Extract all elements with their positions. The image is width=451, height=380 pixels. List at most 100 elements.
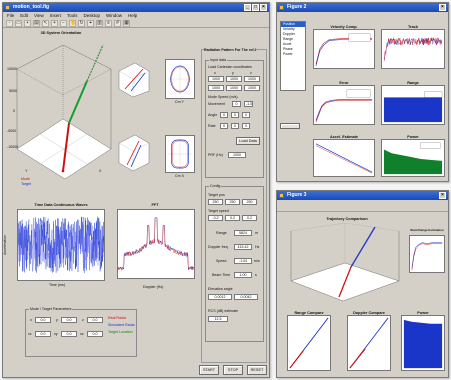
- menu-window[interactable]: Window: [106, 13, 123, 18]
- target-speed-label: Target speed: [208, 209, 229, 213]
- figure-2-menubar: [277, 12, 448, 17]
- param-input-vx[interactable]: 0.0: [35, 331, 51, 337]
- menu-view[interactable]: View: [34, 13, 44, 18]
- figure-2-titlebar[interactable]: Figure 2 ×: [277, 3, 448, 12]
- menu-desktop[interactable]: Desktop: [83, 13, 101, 18]
- fig2-plot-error[interactable]: Error: [313, 81, 375, 125]
- fig2-plot-velocity[interactable]: Velocity Comp.: [313, 25, 375, 69]
- target-pos-x[interactable]: 250: [208, 199, 223, 205]
- start-button[interactable]: START: [199, 365, 219, 375]
- plot-rear-view[interactable]: [165, 135, 195, 173]
- angle-input-3[interactable]: 0: [242, 112, 250, 118]
- plot-3d-canvas: [16, 44, 112, 180]
- fft-trace-blue: [118, 217, 194, 271]
- param-input-x[interactable]: 0.0: [35, 317, 51, 323]
- fig2-plot-range[interactable]: Range: [381, 81, 445, 125]
- fig3-doppler-compare[interactable]: Doppler Compare: [347, 311, 391, 371]
- angle-input-2[interactable]: 0: [231, 112, 239, 118]
- fig2-plot-power[interactable]: Power: [381, 135, 445, 177]
- pan-hand-icon[interactable]: ✋: [69, 20, 77, 27]
- list-item[interactable]: Velocity: [283, 27, 295, 31]
- param-label-vy: vy: [54, 332, 58, 336]
- row-a-z[interactable]: 1000: [244, 76, 260, 82]
- target-pos-z[interactable]: 250: [242, 199, 257, 205]
- figure-2-button[interactable]: [280, 123, 300, 129]
- plot-top-view[interactable]: [117, 59, 151, 99]
- row-b-x[interactable]: 1000: [208, 85, 224, 91]
- minimize-icon[interactable]: _: [244, 4, 251, 11]
- list-item[interactable]: Position: [281, 22, 305, 27]
- row-a-y[interactable]: 1000: [226, 76, 242, 82]
- target-speed-z[interactable]: 0.2: [242, 215, 257, 221]
- plot-front-view[interactable]: [117, 133, 151, 173]
- zoom-out-icon[interactable]: −: [60, 20, 67, 27]
- menu-edit[interactable]: Edit: [20, 13, 29, 18]
- fig2-plot-accel[interactable]: Accel. Estimate: [313, 135, 375, 177]
- close-icon[interactable]: ×: [439, 192, 446, 199]
- grid-icon[interactable]: #: [114, 20, 121, 27]
- param-input-vz[interactable]: 0.0: [87, 331, 103, 337]
- row-a-x[interactable]: 1000: [208, 76, 224, 82]
- fig2-plot-track[interactable]: Track: [381, 25, 445, 69]
- z-tick-1: 5000: [9, 89, 17, 93]
- fig3-side-plot[interactable]: Slant Range Estimation: [409, 228, 445, 273]
- plot-side-view[interactable]: [165, 59, 195, 99]
- fig3-power-plot[interactable]: Power: [401, 311, 445, 371]
- maximize-icon[interactable]: □: [252, 4, 259, 11]
- reset-button[interactable]: RESET: [247, 365, 267, 375]
- list-item[interactable]: Power: [283, 52, 293, 56]
- fig3-3d-plot[interactable]: [283, 223, 403, 305]
- row-b-z[interactable]: 1000: [244, 85, 260, 91]
- figure-3-titlebar[interactable]: Figure 3 ×: [277, 191, 448, 200]
- save-icon[interactable]: ▪: [24, 20, 31, 27]
- target-speed-x[interactable]: -0.2: [208, 215, 223, 221]
- load-data-button[interactable]: Load Data: [236, 137, 260, 145]
- colorbar-icon[interactable]: ▥: [96, 20, 103, 27]
- zoom-in-icon[interactable]: +: [51, 20, 58, 27]
- close-icon[interactable]: ×: [260, 4, 267, 11]
- time-plot-xlabel: Time (ms): [49, 283, 66, 287]
- param-input-y[interactable]: 0.0: [61, 317, 77, 323]
- fft-plot[interactable]: [117, 209, 195, 279]
- target-speed-y[interactable]: 0.2: [225, 215, 240, 221]
- time-plot[interactable]: [17, 209, 105, 281]
- list-item[interactable]: Phase: [283, 47, 293, 51]
- doppler-label: Doppler freq: [208, 245, 228, 249]
- legend-icon[interactable]: ≡: [105, 20, 112, 27]
- main-window-titlebar[interactable]: motion_tool.fig _ □ ×: [3, 3, 269, 12]
- rate-input-1[interactable]: 0: [220, 123, 228, 129]
- close-icon[interactable]: ×: [439, 4, 446, 11]
- time-plot-title: Time Data Continuous Waves: [34, 203, 88, 207]
- menu-insert[interactable]: Insert: [49, 13, 61, 18]
- stop-button[interactable]: STOP: [223, 365, 243, 375]
- menu-help[interactable]: Help: [128, 13, 138, 18]
- fig2-plot-title: Range: [407, 81, 419, 85]
- list-item[interactable]: Accel.: [283, 42, 293, 46]
- new-file-icon[interactable]: ▫: [6, 20, 13, 27]
- fig3-range-compare[interactable]: Range Compare: [287, 311, 331, 371]
- rate-input-2[interactable]: 0: [231, 123, 239, 129]
- arrow-pointer-icon[interactable]: ↖: [42, 20, 49, 27]
- plot-3d-orientation[interactable]: 3D System Orientation: [7, 31, 115, 191]
- param-input-vy[interactable]: 0.0: [61, 331, 77, 337]
- open-folder-icon[interactable]: ▭: [15, 20, 22, 27]
- row-b-y[interactable]: 1000: [226, 85, 242, 91]
- menu-file[interactable]: File: [7, 13, 15, 18]
- data-cursor-icon[interactable]: ⌖: [87, 20, 94, 27]
- menu-tools[interactable]: Tools: [66, 13, 78, 18]
- prf-input[interactable]: 1000: [228, 152, 246, 158]
- angle-input-1[interactable]: 0: [220, 112, 228, 118]
- plot-tools-icon[interactable]: ▦: [123, 20, 130, 27]
- speed-input[interactable]: -1.04: [244, 101, 253, 107]
- target-pos-y[interactable]: 250: [225, 199, 240, 205]
- mode-input[interactable]: 0: [232, 101, 241, 107]
- figure-2-listbox[interactable]: Position Velocity Doppler Range Accel. P…: [280, 21, 306, 91]
- list-item[interactable]: Range: [283, 37, 293, 41]
- speed-label: Speed: [216, 259, 227, 263]
- list-item[interactable]: Doppler: [283, 32, 295, 36]
- print-icon[interactable]: ▤: [33, 20, 40, 27]
- fig2-plot-title: Power: [407, 135, 419, 139]
- param-input-z[interactable]: 0.0: [87, 317, 103, 323]
- rotate-3d-icon[interactable]: ↻: [78, 20, 85, 27]
- rate-input-3[interactable]: 0: [242, 123, 250, 129]
